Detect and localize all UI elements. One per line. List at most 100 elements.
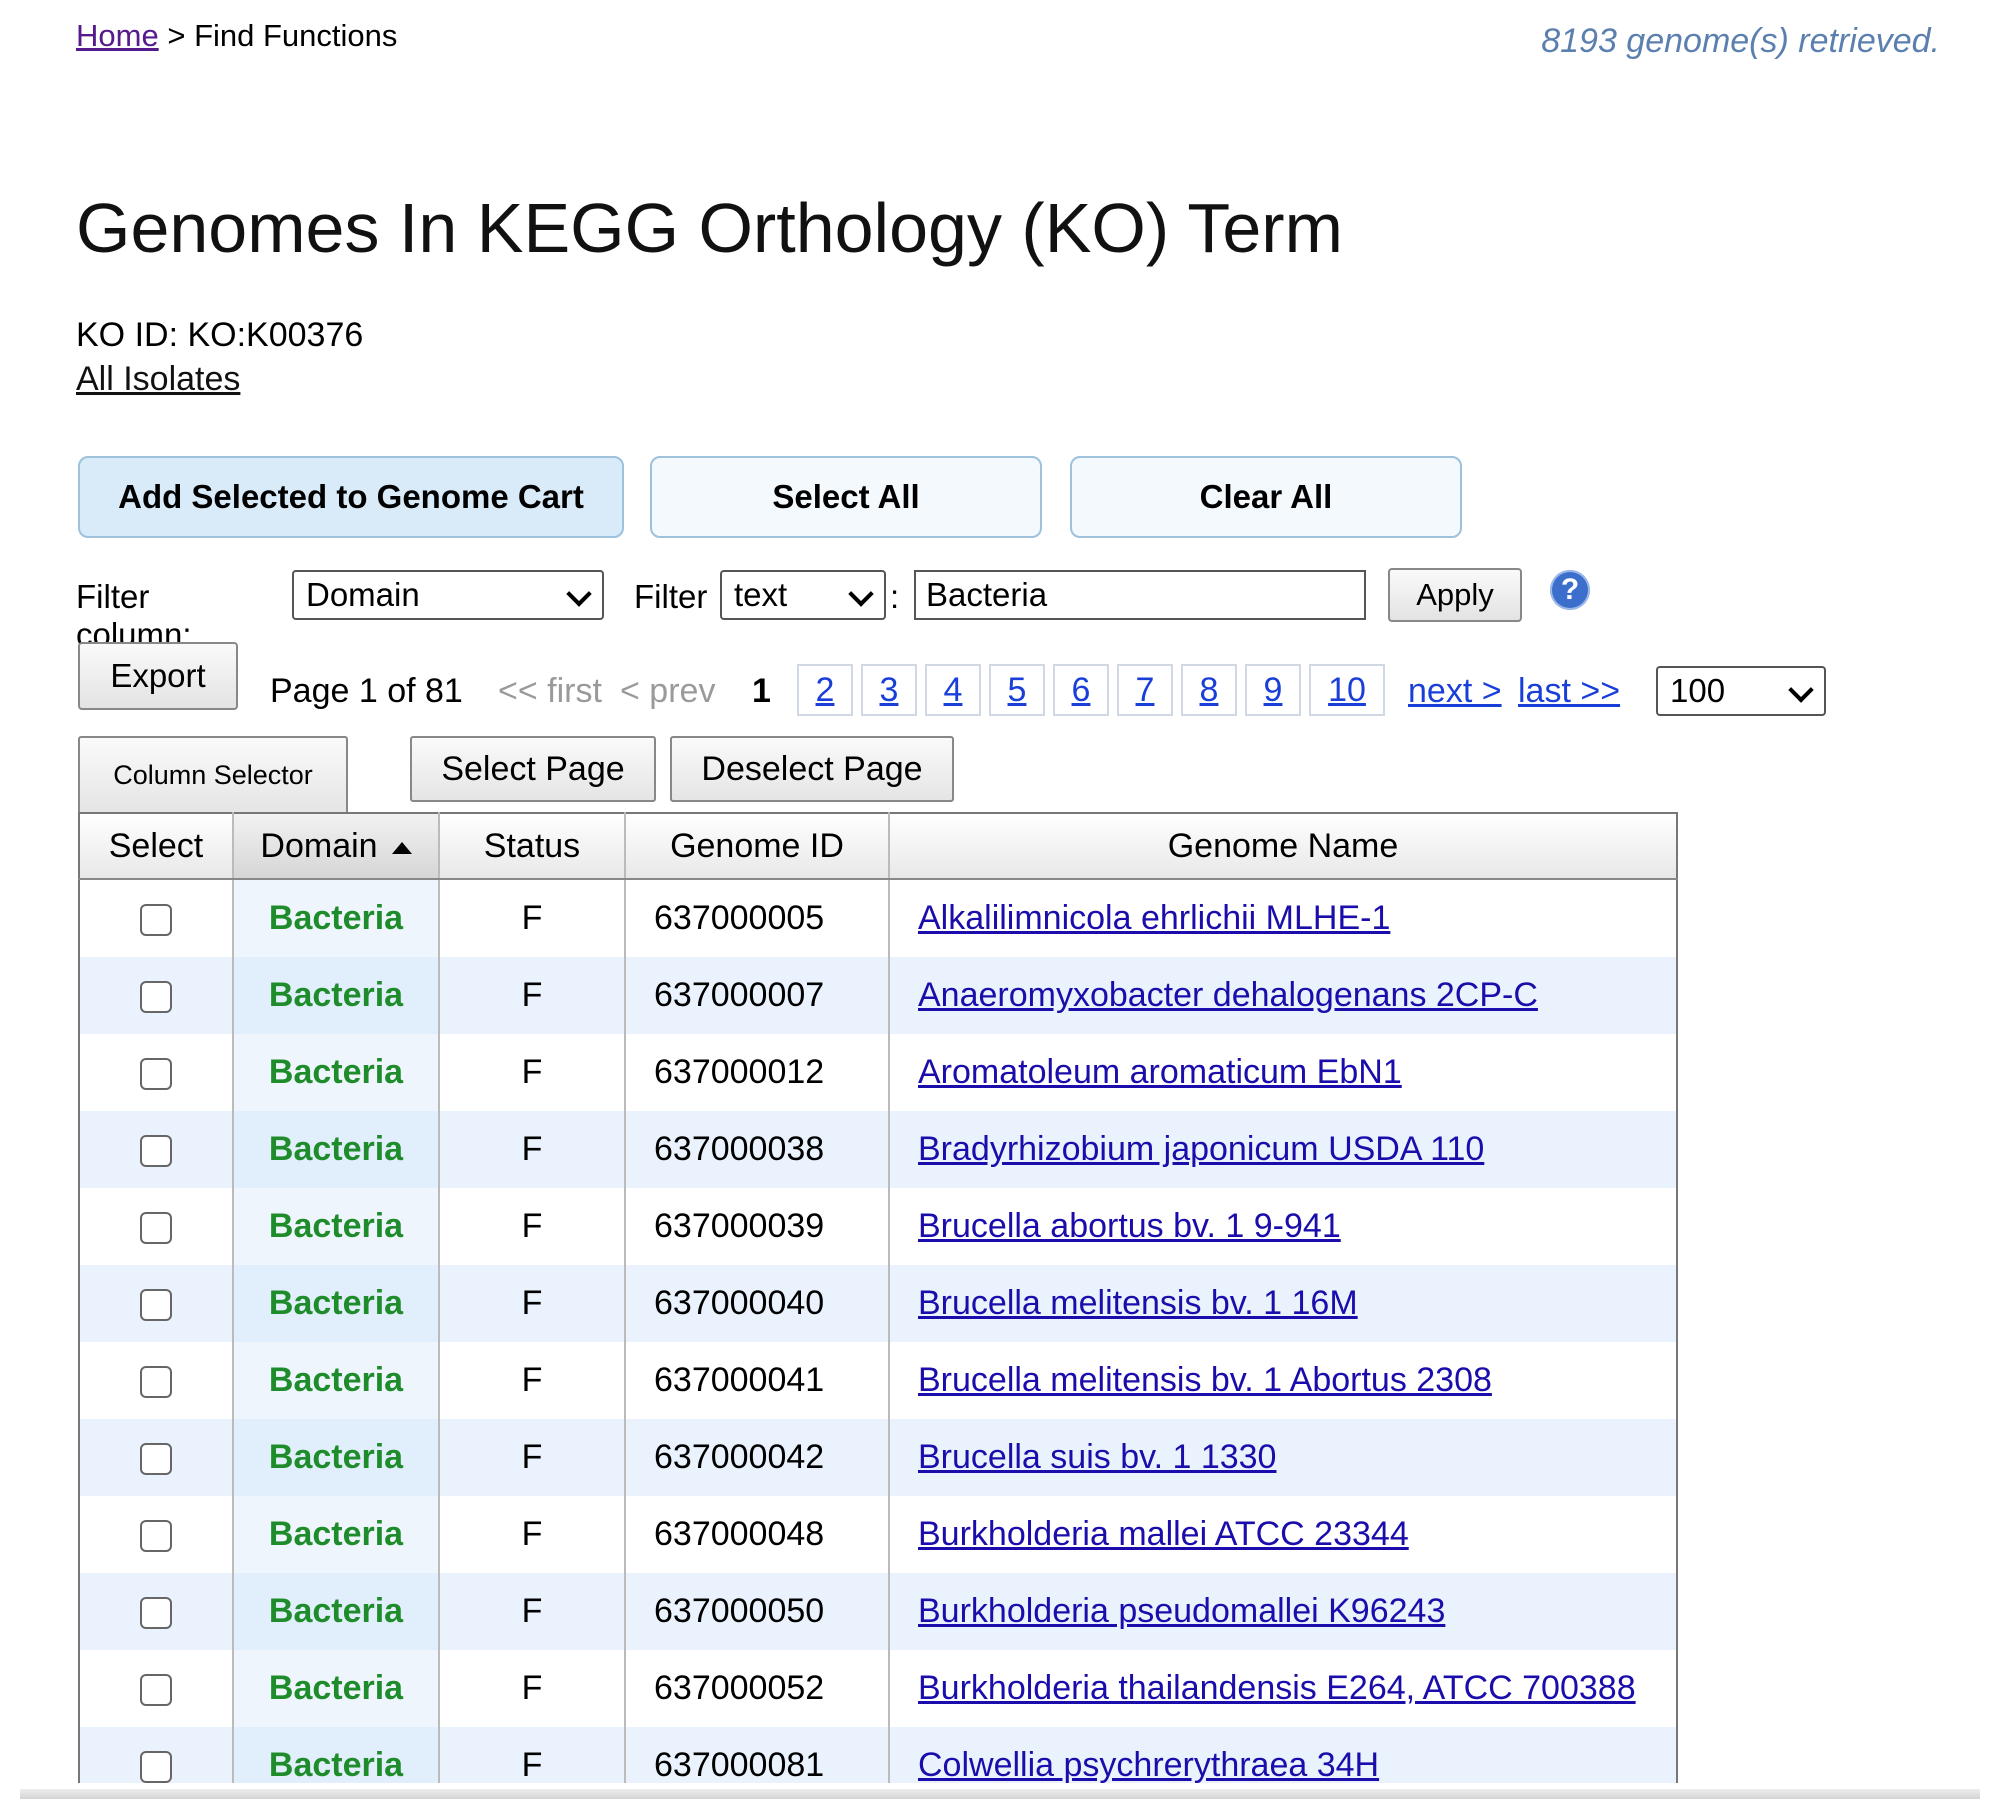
genome-id-cell: 637000042 xyxy=(624,1419,889,1496)
row-checkbox[interactable] xyxy=(140,1212,172,1245)
genome-id-cell: 637000007 xyxy=(624,957,889,1034)
header-status[interactable]: Status xyxy=(438,813,625,880)
genome-name-link[interactable]: Burkholderia thailandensis E264, ATCC 70… xyxy=(918,1669,1636,1707)
filter-label: Filter xyxy=(634,578,708,615)
page-link-4[interactable]: 4 xyxy=(925,664,981,716)
status-cell: F xyxy=(438,1419,625,1496)
horizontal-scrollbar[interactable] xyxy=(20,1789,1980,1799)
chevron-down-icon xyxy=(848,581,874,607)
breadcrumb: Home > Find Functions xyxy=(76,18,397,54)
page-link-5[interactable]: 5 xyxy=(989,664,1045,716)
domain-cell: Bacteria xyxy=(232,1419,439,1496)
header-status-label: Status xyxy=(483,826,581,865)
page-link-9[interactable]: 9 xyxy=(1245,664,1301,716)
row-checkbox[interactable] xyxy=(140,1520,172,1553)
genome-name-link[interactable]: Brucella abortus bv. 1 9-941 xyxy=(918,1207,1341,1245)
select-all-button[interactable]: Select All xyxy=(650,456,1042,538)
status-cell: F xyxy=(438,1650,625,1727)
page-link-3[interactable]: 3 xyxy=(861,664,917,716)
filter-column-select[interactable]: Domain xyxy=(292,570,604,620)
page-info: Page 1 of 81 xyxy=(270,672,463,710)
page-link-2[interactable]: 2 xyxy=(797,664,853,716)
select-page-button[interactable]: Select Page xyxy=(410,736,656,802)
status-cell: F xyxy=(438,1573,625,1650)
export-button[interactable]: Export xyxy=(78,642,238,710)
genome-name-link[interactable]: Colwellia psychrerythraea 34H xyxy=(918,1746,1380,1784)
first-page-link-disabled: << first xyxy=(498,672,602,710)
genome-name-link[interactable]: Burkholderia mallei ATCC 23344 xyxy=(918,1515,1409,1553)
page-link-10[interactable]: 10 xyxy=(1309,664,1385,716)
rows-per-page-select[interactable]: 100 xyxy=(1656,666,1826,716)
domain-cell: Bacteria xyxy=(232,1342,439,1419)
genome-name-link[interactable]: Bradyrhizobium japonicum USDA 110 xyxy=(918,1130,1485,1168)
row-checkbox[interactable] xyxy=(140,1366,172,1399)
domain-cell: Bacteria xyxy=(232,879,439,957)
filter-type-select[interactable]: text xyxy=(720,570,886,620)
row-checkbox[interactable] xyxy=(140,1058,172,1091)
domain-cell: Bacteria xyxy=(232,1111,439,1188)
breadcrumb-home-link[interactable]: Home xyxy=(76,18,159,53)
table-row: Bacteria F 637000052 Burkholderia thaila… xyxy=(79,1650,1677,1727)
status-cell: F xyxy=(438,957,625,1034)
header-genome-id-label: Genome ID xyxy=(670,826,844,865)
row-checkbox[interactable] xyxy=(140,1443,172,1476)
genome-id-cell: 637000038 xyxy=(624,1111,889,1188)
header-genome-id[interactable]: Genome ID xyxy=(624,813,889,880)
genome-table: Select Domain Status Genome ID Genome Na… xyxy=(78,812,1678,1806)
prev-page-link-disabled: < prev xyxy=(620,672,716,710)
next-page-link[interactable]: next > xyxy=(1408,672,1502,710)
apply-filter-button[interactable]: Apply xyxy=(1388,568,1522,622)
row-checkbox[interactable] xyxy=(140,981,172,1014)
genome-name-link[interactable]: Brucella melitensis bv. 1 Abortus 2308 xyxy=(918,1361,1492,1399)
domain-cell: Bacteria xyxy=(232,1265,439,1342)
column-selector-button[interactable]: Column Selector xyxy=(78,736,348,812)
header-genome-name[interactable]: Genome Name xyxy=(888,813,1677,880)
genome-id-cell: 637000039 xyxy=(624,1188,889,1265)
genome-name-link[interactable]: Brucella melitensis bv. 1 16M xyxy=(918,1284,1358,1322)
genome-name-link[interactable]: Burkholderia pseudomallei K96243 xyxy=(918,1592,1446,1630)
page-title: Genomes In KEGG Orthology (KO) Term xyxy=(76,189,1343,267)
genome-name-link[interactable]: Aromatoleum aromaticum EbN1 xyxy=(918,1053,1402,1091)
table-row: Bacteria F 637000005 Alkalilimnicola ehr… xyxy=(79,879,1677,957)
status-cell: F xyxy=(438,1496,625,1573)
genome-id-cell: 637000005 xyxy=(624,879,889,957)
status-cell: F xyxy=(438,1342,625,1419)
row-checkbox[interactable] xyxy=(140,1289,172,1322)
table-row: Bacteria F 637000039 Brucella abortus bv… xyxy=(79,1188,1677,1265)
genome-name-link[interactable]: Brucella suis bv. 1 1330 xyxy=(918,1438,1277,1476)
header-domain[interactable]: Domain xyxy=(232,813,439,880)
row-checkbox[interactable] xyxy=(140,904,172,937)
sort-ascending-icon xyxy=(391,841,412,854)
row-checkbox[interactable] xyxy=(140,1674,172,1707)
help-icon[interactable]: ? xyxy=(1550,570,1590,610)
row-checkbox[interactable] xyxy=(140,1597,172,1630)
page-link-8[interactable]: 8 xyxy=(1181,664,1237,716)
ko-id-label: KO ID: KO:K00376 xyxy=(76,316,364,354)
breadcrumb-current: Find Functions xyxy=(194,18,398,53)
table-row: Bacteria F 637000042 Brucella suis bv. 1… xyxy=(79,1419,1677,1496)
header-select[interactable]: Select xyxy=(79,813,233,880)
genome-id-cell: 637000048 xyxy=(624,1496,889,1573)
last-page-link[interactable]: last >> xyxy=(1518,672,1621,710)
page-link-6[interactable]: 6 xyxy=(1053,664,1109,716)
domain-cell: Bacteria xyxy=(232,1573,439,1650)
genome-name-link[interactable]: Anaeromyxobacter dehalogenans 2CP-C xyxy=(918,976,1538,1014)
domain-cell: Bacteria xyxy=(232,1650,439,1727)
table-row: Bacteria F 637000041 Brucella melitensis… xyxy=(79,1342,1677,1419)
deselect-page-button[interactable]: Deselect Page xyxy=(670,736,954,802)
genome-id-cell: 637000041 xyxy=(624,1342,889,1419)
page-link-7[interactable]: 7 xyxy=(1117,664,1173,716)
status-cell: F xyxy=(438,1265,625,1342)
all-isolates-link[interactable]: All Isolates xyxy=(76,360,241,398)
header-select-label: Select xyxy=(108,826,204,865)
status-cell: F xyxy=(438,1188,625,1265)
table-row: Bacteria F 637000040 Brucella melitensis… xyxy=(79,1265,1677,1342)
clear-all-button[interactable]: Clear All xyxy=(1070,456,1462,538)
filter-text-input[interactable]: Bacteria xyxy=(914,570,1366,620)
add-selected-to-cart-button[interactable]: Add Selected to Genome Cart xyxy=(78,456,624,538)
genome-name-link[interactable]: Alkalilimnicola ehrlichii MLHE-1 xyxy=(918,899,1391,937)
rows-per-page-value: 100 xyxy=(1670,672,1726,709)
row-checkbox[interactable] xyxy=(140,1135,172,1168)
row-checkbox[interactable] xyxy=(140,1751,172,1784)
table-row: Bacteria F 637000048 Burkholderia mallei… xyxy=(79,1496,1677,1573)
